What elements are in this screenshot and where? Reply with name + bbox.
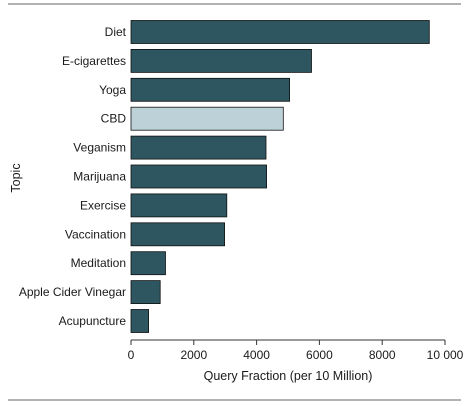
x-axis-title: Query Fraction (per 10 Million): [204, 369, 373, 383]
y-axis-title: Topic: [9, 163, 23, 192]
category-label-e-cigarettes: E-cigarettes: [62, 54, 126, 68]
bar-vaccination: [130, 222, 225, 247]
category-label-marijuana: Marijuana: [73, 170, 126, 184]
category-label-cbd: CBD: [101, 112, 127, 126]
x-tick-label-0: 0: [128, 348, 135, 362]
category-label-yoga: Yoga: [99, 83, 126, 97]
x-tick-label-8000: 8000: [369, 348, 396, 362]
x-tick-label-2000: 2000: [180, 348, 207, 362]
category-label-diet: Diet: [105, 25, 127, 39]
bar-veganism: [130, 135, 267, 160]
bar-apple-cider-vinegar: [130, 280, 161, 305]
bar-exercise: [130, 193, 228, 218]
category-label-meditation: Meditation: [71, 256, 126, 270]
x-tick-label-4000: 4000: [243, 348, 270, 362]
bars-group: [130, 20, 430, 333]
category-label-apple-cider-vinegar: Apple Cider Vinegar: [19, 285, 126, 299]
x-tick-label-10000: 10 000: [427, 348, 464, 362]
x-tick-label-6000: 6000: [306, 348, 333, 362]
bar-cbd: [130, 106, 284, 131]
category-label-acupuncture: Acupuncture: [59, 314, 127, 328]
bar-acupuncture: [130, 309, 150, 333]
x-axis-ticks: 0 2000 4000 6000 8000 10 000: [128, 340, 464, 362]
category-label-veganism: Veganism: [73, 141, 126, 155]
bar-yoga: [130, 77, 291, 102]
bar-e-cigarettes: [130, 49, 312, 73]
category-label-exercise: Exercise: [80, 198, 126, 212]
bar-meditation: [130, 251, 166, 276]
category-labels: Diet E-cigarettes Yoga CBD Veganism Marijuana…: [19, 25, 127, 328]
bar-diet: [130, 20, 430, 44]
category-label-vaccination: Vaccination: [65, 227, 126, 241]
bar-marijuana: [130, 164, 268, 189]
